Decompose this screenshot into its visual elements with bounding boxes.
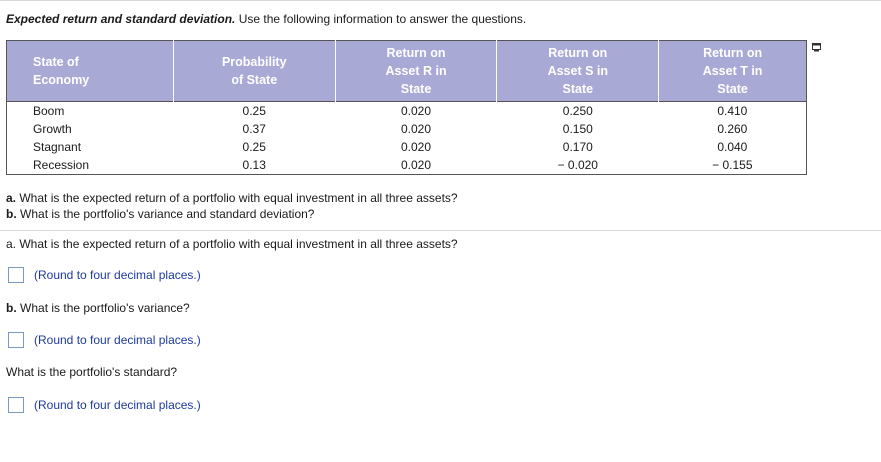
expected-return-input[interactable] (8, 267, 24, 283)
cell-return-t: 0.040 (717, 140, 748, 154)
standard-deviation-input[interactable] (8, 397, 24, 413)
header-asset-r-line3: State (400, 82, 432, 96)
question-list: a. What is the expected return of a port… (6, 190, 458, 222)
table-row: Growth 0.37 0.020 0.150 0.260 (7, 120, 807, 138)
table-row: Boom 0.25 0.020 0.250 0.410 (6, 101, 807, 120)
cell-probability: 0.37 (242, 122, 266, 136)
part-a-prompt: a. What is the expected return of a port… (6, 237, 458, 251)
cell-return-r: 0.020 (401, 158, 432, 172)
part-b-text: What is the portfolio's variance? (20, 301, 190, 315)
part-a-hint: (Round to four decimal places.) (34, 268, 201, 282)
part-c-prompt: What is the portfolio's standard? (6, 365, 177, 379)
top-divider (0, 0, 881, 1)
question-b: b. What is the portfolio's variance and … (6, 206, 458, 222)
cell-probability: 0.13 (242, 158, 266, 172)
part-b-letter: b. (6, 301, 17, 315)
cell-state: Stagnant (33, 140, 82, 154)
header-asset-t-line1: Return on (703, 46, 763, 60)
part-a-text: What is the expected return of a portfol… (19, 237, 458, 251)
problem-header: Expected return and standard deviation. … (6, 12, 526, 26)
copy-table-icon[interactable] (812, 43, 821, 52)
part-b-answer-row: (Round to four decimal places.) (6, 332, 201, 348)
header-state-line1: State of (33, 55, 79, 69)
cell-state: Recession (33, 158, 90, 172)
table-header-row: State of Economy Probability of State Re… (6, 40, 807, 102)
header-asset-r-line2: Asset R in (385, 64, 447, 78)
cell-return-s: − 0.020 (557, 158, 598, 172)
header-state-line2: Economy (33, 73, 90, 87)
part-a-answer-row: (Round to four decimal places.) (6, 267, 201, 283)
part-a-letter: a. (6, 237, 17, 251)
part-b-prompt: b. What is the portfolio's variance? (6, 301, 190, 315)
cell-probability: 0.25 (173, 101, 336, 120)
returns-table: State of Economy Probability of State Re… (6, 40, 807, 175)
section-divider (0, 230, 881, 231)
question-b-text: What is the portfolio's variance and sta… (20, 207, 315, 221)
header-asset-s-line3: State (562, 82, 594, 96)
question-a-text: What is the expected return of a portfol… (19, 191, 458, 205)
header-asset-r: Return on Asset R in State (334, 40, 497, 102)
question-a: a. What is the expected return of a port… (6, 190, 458, 206)
cell-return-t: − 0.155 (712, 158, 753, 172)
part-c-answer-row: (Round to four decimal places.) (6, 397, 201, 413)
cell-return-s: 0.250 (496, 101, 659, 120)
problem-title: Expected return and standard deviation. (6, 12, 236, 26)
cell-return-r: 0.020 (401, 122, 432, 136)
header-asset-s-line1: Return on (548, 46, 608, 60)
part-c-text: What is the portfolio's standard? (6, 365, 178, 379)
part-b-hint: (Round to four decimal places.) (34, 333, 201, 347)
part-c-hint: (Round to four decimal places.) (34, 398, 201, 412)
cell-return-t: 0.260 (717, 122, 748, 136)
cell-return-s: 0.170 (562, 140, 593, 154)
problem-instruction: Use the following information to answer … (238, 12, 527, 26)
cell-state: Boom (6, 101, 174, 120)
header-asset-r-line1: Return on (386, 46, 446, 60)
header-asset-t: Return on Asset T in State (658, 40, 807, 102)
cell-probability: 0.25 (242, 140, 266, 154)
question-b-letter: b. (6, 207, 17, 221)
header-probability: Probability of State (172, 40, 336, 102)
table-row: Stagnant 0.25 0.020 0.170 0.040 (7, 138, 807, 156)
header-probability-line1: Probability (221, 55, 287, 69)
cell-return-t: 0.410 (658, 101, 807, 120)
cell-state: Growth (33, 122, 72, 136)
header-asset-t-line3: State (717, 82, 748, 96)
header-state: State of Economy (6, 40, 174, 102)
header-probability-line2: of State (231, 73, 278, 87)
question-a-letter: a. (6, 191, 17, 205)
cell-return-r: 0.020 (401, 140, 432, 154)
header-asset-s-line2: Asset S in (547, 64, 608, 78)
cell-return-s: 0.150 (562, 122, 593, 136)
header-asset-s: Return on Asset S in State (496, 40, 659, 102)
variance-input[interactable] (8, 332, 24, 348)
cell-return-r: 0.020 (335, 101, 497, 120)
table-row: Recession 0.13 0.020 − 0.020 − 0.155 (7, 156, 807, 175)
header-asset-t-line2: Asset T in (702, 64, 763, 78)
